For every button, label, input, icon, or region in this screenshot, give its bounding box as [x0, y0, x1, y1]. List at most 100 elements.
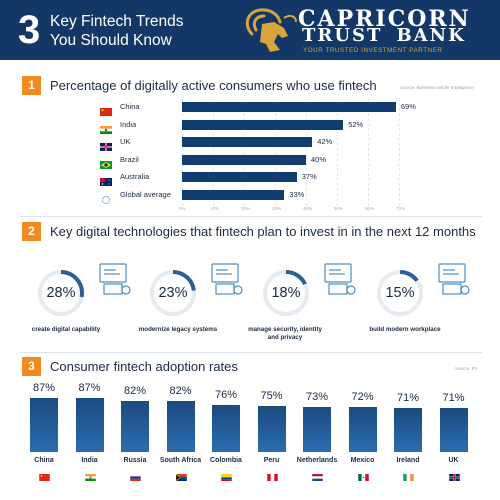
uk-flag-icon [448, 468, 460, 481]
category-label: South Africa [159, 457, 202, 464]
globe-icon [100, 191, 112, 204]
value-label: 37% [301, 172, 317, 181]
value-label: 42% [317, 137, 333, 146]
bar [121, 401, 149, 452]
value-label: 69% [400, 102, 416, 111]
bar-row: Australia [100, 170, 400, 186]
bar [439, 407, 468, 452]
logo-name-trust: TRUST [302, 25, 383, 46]
value-label: 71% [442, 391, 465, 404]
x-tick-label: 20% [241, 206, 251, 211]
capricorn-trust-bank-logo: CAPRICORN TRUST BANK YOUR TRUSTED INVESTM… [240, 4, 498, 58]
gridline [399, 98, 400, 206]
bar-row: Global average [100, 188, 400, 204]
mexico-flag-icon [357, 468, 369, 481]
donut-value-label: 15% [385, 285, 415, 301]
value-label: 76% [214, 388, 238, 401]
category-label: Australia [120, 172, 150, 181]
section-divider-1 [20, 216, 482, 217]
value-label: 87% [78, 382, 101, 395]
category-label: China [34, 457, 54, 464]
capricorn-goat-icon [245, 8, 297, 52]
donut: 18% [261, 268, 311, 318]
header-title-line1: Key Fintech Trends [50, 13, 184, 30]
capability-chart-icon [96, 260, 132, 298]
russia-flag-icon [130, 468, 141, 481]
bar [182, 119, 344, 130]
value-label: 75% [260, 389, 283, 402]
section-divider-2 [20, 352, 482, 353]
technology-label: modernize legacy systems [138, 326, 218, 333]
bar [212, 404, 240, 452]
technology-label: create digital capability [31, 326, 101, 333]
donut-arc [377, 270, 423, 316]
brazil-flag-icon [100, 156, 112, 169]
section-1-number: 1 [22, 76, 41, 95]
value-label: 82% [123, 385, 147, 398]
section-1-title: Percentage of digitally active consumers… [50, 78, 377, 93]
workplace-network-icon [435, 260, 471, 298]
gridline [244, 98, 245, 206]
header-number: 3 [18, 8, 41, 52]
section-2-number: 2 [22, 222, 41, 241]
x-tick-label: 30% [272, 206, 282, 211]
gridline [368, 98, 369, 206]
logo-name-capricorn: CAPRICORN [298, 6, 471, 32]
gridline [306, 98, 307, 206]
china-flag-icon [39, 468, 50, 481]
category-label: Russia [123, 457, 147, 464]
gridline [182, 98, 183, 206]
section-3-title: Consumer fintech adoption rates [50, 359, 238, 374]
security-checklist-icon [321, 260, 357, 298]
section-3-number: 3 [22, 357, 41, 376]
bar-row: China [100, 100, 400, 116]
logo-tagline: YOUR TRUSTED INVESTMENT PARTNER [303, 47, 443, 54]
south-africa-flag-icon [175, 468, 187, 481]
category-label: Netherlands [296, 457, 338, 464]
donut-arc [263, 270, 309, 316]
header-banner: 3 Key Fintech Trends You Should Know CAP… [0, 0, 500, 60]
bar [182, 189, 285, 200]
value-label: 52% [348, 119, 364, 129]
donut-arc [150, 270, 196, 316]
peru-flag-icon [266, 468, 278, 481]
section-1-source: Source: Business Insider Intelligence [400, 85, 474, 90]
value-label: 71% [396, 391, 420, 404]
bar [166, 401, 195, 452]
australia-flag-icon [100, 173, 112, 186]
x-tick-label: 70% [396, 206, 406, 211]
donut-value-label: 23% [158, 285, 188, 301]
bar [303, 406, 331, 452]
value-label: 87% [32, 382, 56, 395]
value-label: 40% [311, 154, 327, 164]
x-tick-label: 40% [303, 206, 313, 211]
section-3-source: Source: EY [455, 366, 478, 371]
india-flag-icon [84, 468, 96, 481]
donut-graphic [263, 270, 309, 316]
bar [75, 398, 104, 452]
bar [348, 407, 377, 452]
logo-name-trust-bank: TRUST BANK [302, 27, 466, 45]
bar [182, 102, 396, 112]
donut-graphic [38, 270, 84, 316]
category-label: Mexico [350, 457, 375, 464]
bar-row: Brazil [100, 153, 400, 169]
x-tick-label: 0% [179, 206, 186, 211]
category-label: Global average [120, 189, 171, 199]
legacy-systems-icon [208, 260, 244, 298]
donut-graphic [150, 270, 196, 316]
category-label: India [120, 119, 137, 129]
bar [30, 398, 58, 452]
header-title: Key Fintech Trends You Should Know [50, 12, 184, 50]
donut: 15% [375, 268, 425, 318]
gridline [337, 98, 338, 206]
value-label: 73% [305, 390, 329, 403]
section-2-title: Key digital technologies that fintech pl… [50, 224, 476, 239]
donut-value-label: 18% [271, 285, 301, 301]
netherlands-flag-icon [312, 468, 323, 481]
category-label: Colombia [210, 457, 242, 464]
category-label: China [120, 102, 140, 111]
bar [257, 405, 286, 452]
donut-value-label: 28% [46, 285, 76, 301]
technology-label: build modern workplace [369, 326, 441, 333]
